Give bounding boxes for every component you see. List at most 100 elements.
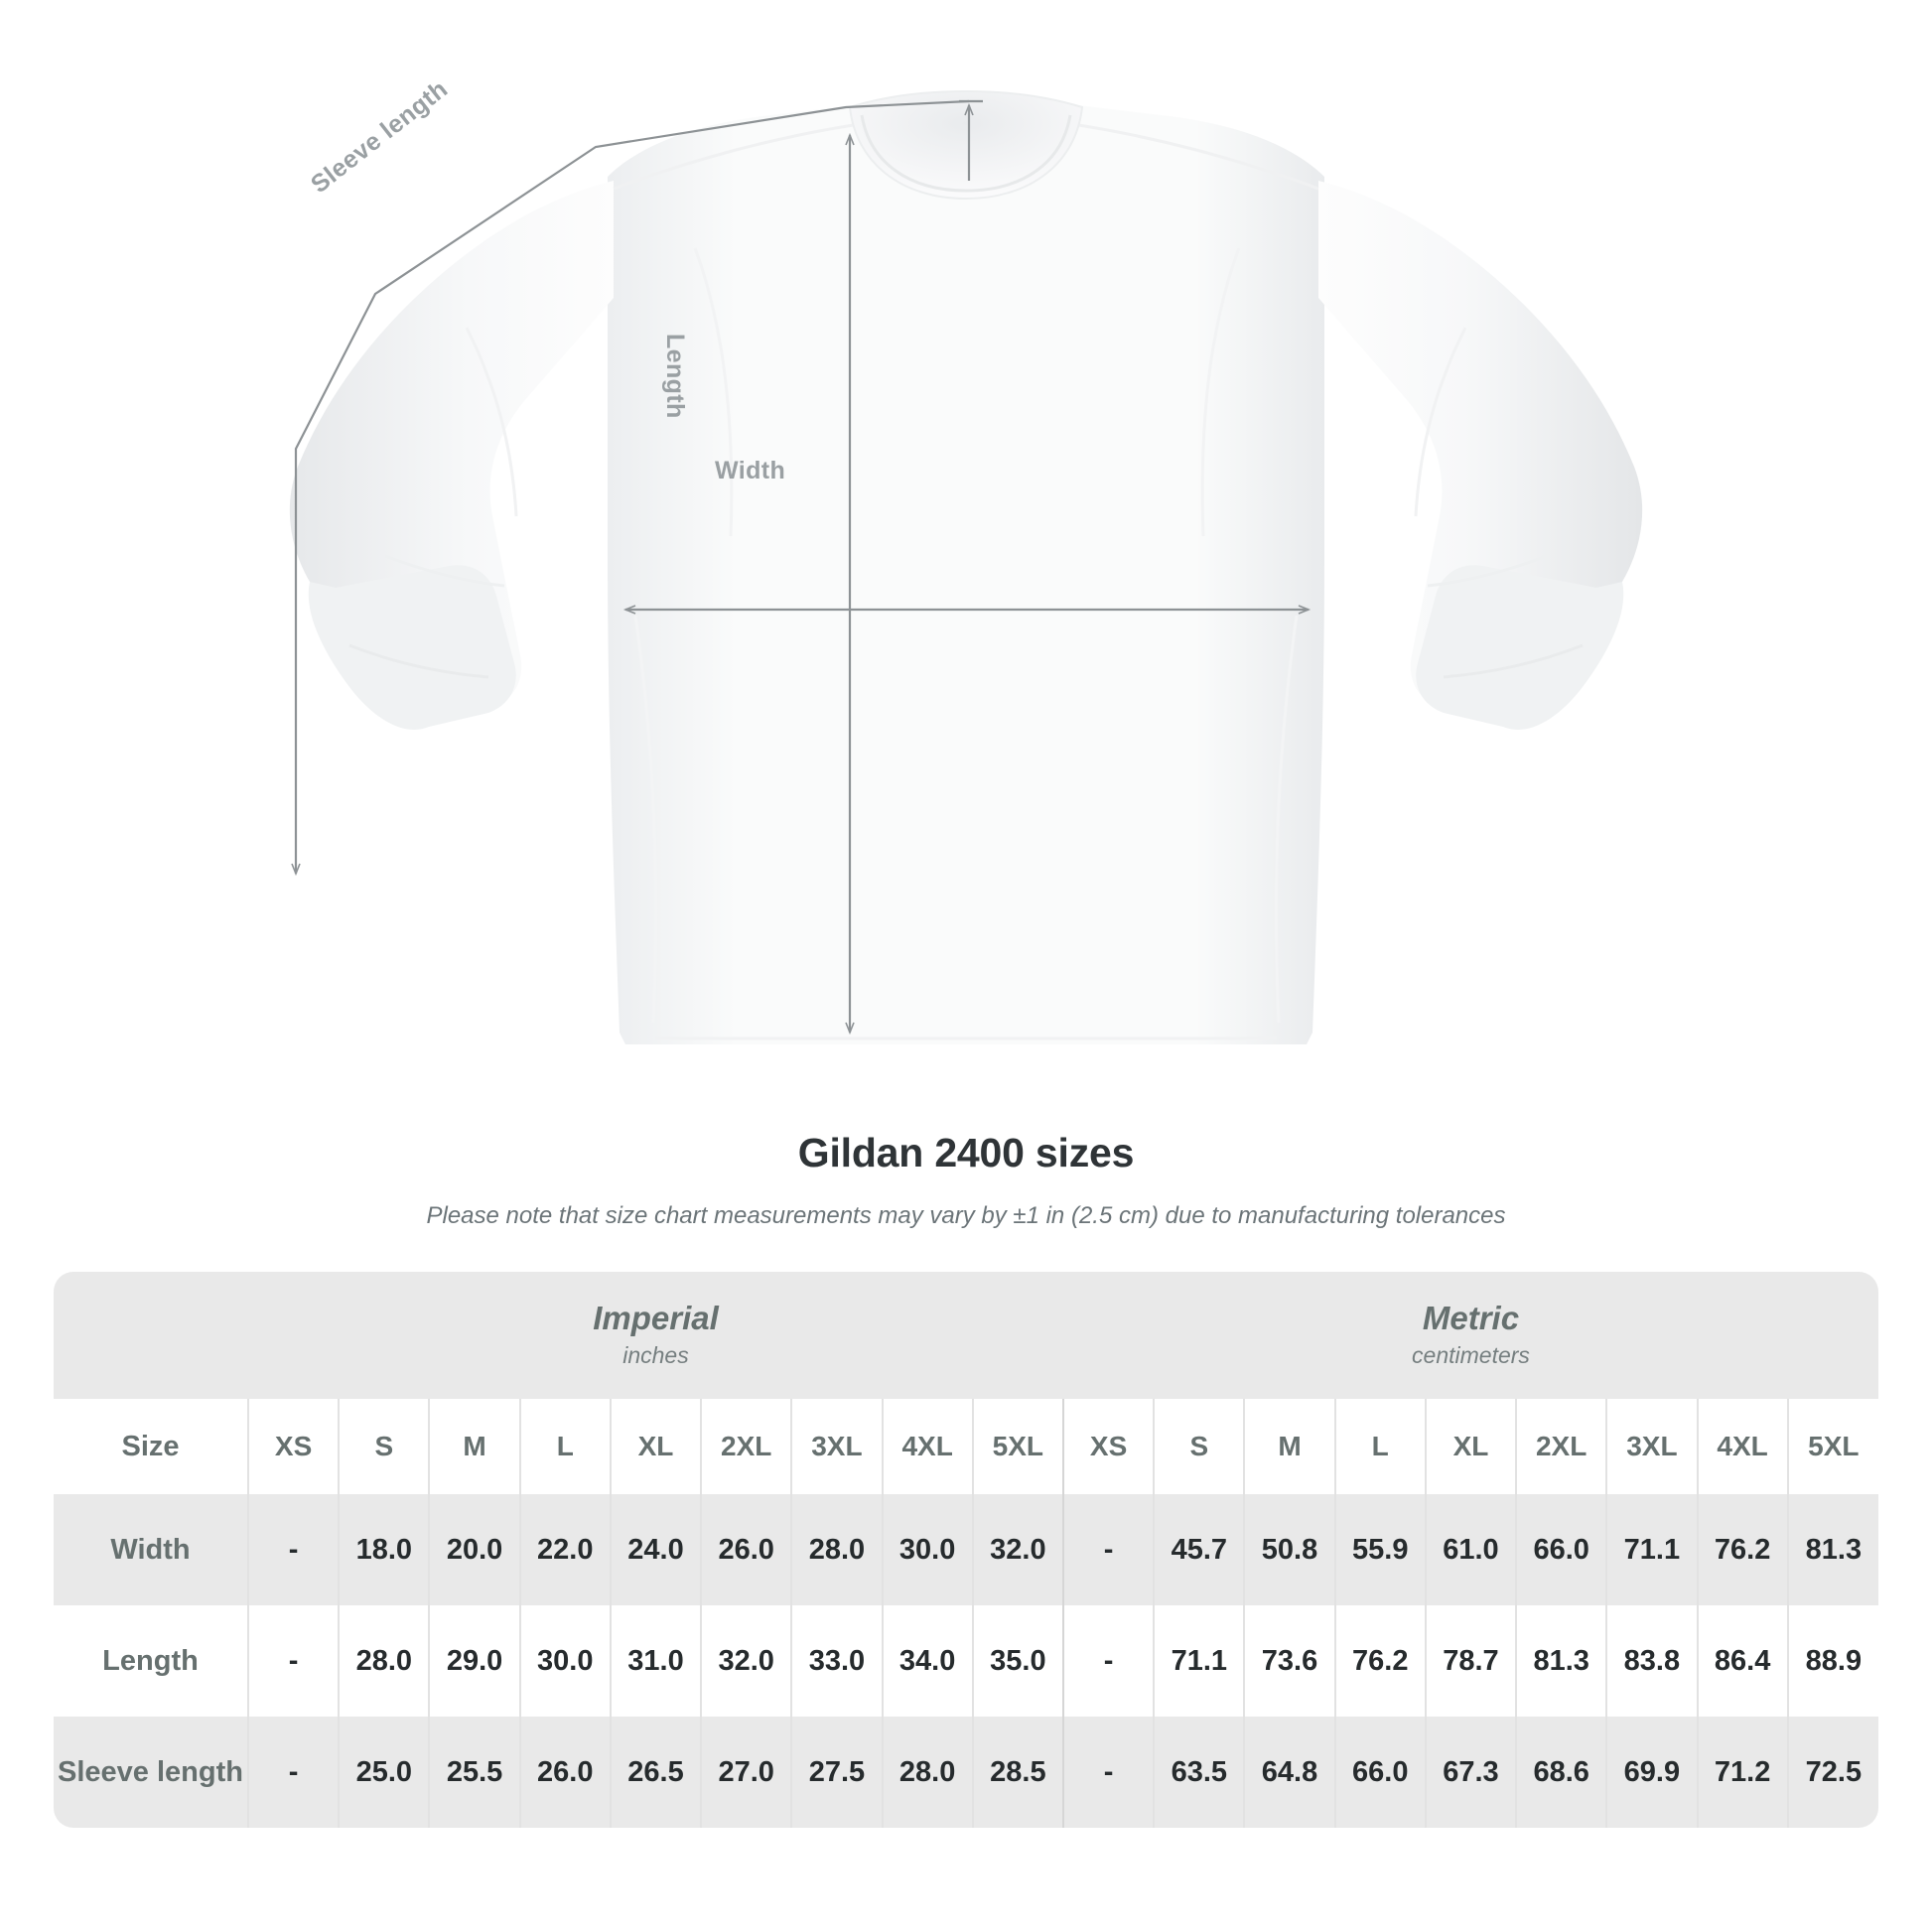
size-header-cell: XS (246, 1399, 340, 1494)
table-cell: 20.0 (428, 1494, 520, 1605)
table-cell: 63.5 (1153, 1717, 1245, 1828)
length-annotation: Length (661, 334, 689, 419)
table-cell: 71.2 (1696, 1717, 1788, 1828)
table-cell: 55.9 (1333, 1494, 1426, 1605)
size-header-cell: S (338, 1399, 430, 1494)
unit-header-spacer (54, 1272, 248, 1399)
size-header-cell: 3XL (1605, 1399, 1698, 1494)
table-cell: 83.8 (1605, 1605, 1698, 1717)
table-cell: 61.0 (1424, 1494, 1517, 1605)
table-row: Sleeve length -25.0 25.5 26.0 26.5 27.0 27.5 2… (54, 1717, 1878, 1828)
table-cell: 76.2 (1333, 1605, 1426, 1717)
row-label: Length (54, 1605, 248, 1717)
table-cell: 26.5 (609, 1717, 702, 1828)
size-header-label: Size (54, 1399, 248, 1494)
table-cell: 66.0 (1515, 1494, 1607, 1605)
page-title: Gildan 2400 sizes (797, 1130, 1135, 1175)
row-label: Width (54, 1494, 248, 1605)
table-row: Length -28.0 29.0 30.0 31.0 32.0 33.0 34.0 35.0… (54, 1605, 1878, 1717)
table-cell: - (246, 1717, 340, 1828)
table-cell: 32.0 (971, 1494, 1063, 1605)
table-cell: 45.7 (1153, 1494, 1245, 1605)
table-cell: - (246, 1494, 340, 1605)
table-cell: 25.5 (428, 1717, 520, 1828)
sleeve-length-line (291, 99, 970, 877)
table-cell: 68.6 (1515, 1717, 1607, 1828)
size-header-cell: 5XL (1786, 1399, 1878, 1494)
table-cell: 73.6 (1243, 1605, 1335, 1717)
size-chart-table: Imperial inches Metric centimeters Size … (54, 1272, 1878, 1828)
table-cell: 28.0 (790, 1494, 883, 1605)
unit-name-imperial: Imperial (593, 1300, 719, 1337)
table-cell: 24.0 (609, 1494, 702, 1605)
chart-header: Gildan 2400 sizes Please note that size … (0, 1122, 1932, 1230)
size-header-cell: 3XL (790, 1399, 883, 1494)
size-header-row: Size XS S M L XL 2XL 3XL 4XL 5XL XS S M L XL 2XL 3XL 4XL… (54, 1399, 1878, 1494)
table-cell: 32.0 (700, 1605, 792, 1717)
table-cell: 67.3 (1424, 1717, 1517, 1828)
table-cell: 28.5 (971, 1717, 1063, 1828)
table-cell: 76.2 (1696, 1494, 1788, 1605)
size-header-cell: M (428, 1399, 520, 1494)
size-header-cell: XL (1424, 1399, 1517, 1494)
table-cell: 88.9 (1786, 1605, 1878, 1717)
unit-name-metric: Metric (1422, 1300, 1520, 1337)
table-cell: 78.7 (1424, 1605, 1517, 1717)
size-header-cell: M (1243, 1399, 1335, 1494)
table-cell: 18.0 (338, 1494, 430, 1605)
table-cell: 34.0 (881, 1605, 973, 1717)
table-cell: 25.0 (338, 1717, 430, 1828)
table-cell: 33.0 (790, 1605, 883, 1717)
table-cell: 28.0 (881, 1717, 973, 1828)
table-cell: 27.5 (790, 1717, 883, 1828)
table-cell: - (1061, 1717, 1155, 1828)
garment-diagram: Sleeve length Length Width (289, 74, 1643, 1044)
table-cell: 81.3 (1515, 1605, 1607, 1717)
size-header-cell: 2XL (1515, 1399, 1607, 1494)
table-cell: 50.8 (1243, 1494, 1335, 1605)
size-header-cell: XL (609, 1399, 702, 1494)
table-cell: 26.0 (518, 1717, 611, 1828)
size-chart-table-wrapper: Imperial inches Metric centimeters Size … (54, 1272, 1878, 1828)
table-cell: 28.0 (338, 1605, 430, 1717)
width-annotation: Width (715, 457, 786, 484)
table-row: Width -18.0 20.0 22.0 24.0 26.0 28.0 30.0 32.0-… (54, 1494, 1878, 1605)
table-cell: 29.0 (428, 1605, 520, 1717)
table-cell: 35.0 (971, 1605, 1063, 1717)
table-cell: 69.9 (1605, 1717, 1698, 1828)
size-header-cell: XS (1061, 1399, 1155, 1494)
table-cell: 66.0 (1333, 1717, 1426, 1828)
size-header-cell: L (1333, 1399, 1426, 1494)
size-header-cell: 5XL (971, 1399, 1063, 1494)
unit-header-metric: Metric centimeters (1062, 1272, 1878, 1399)
size-header-cell: L (518, 1399, 611, 1494)
unit-header-row: Imperial inches Metric centimeters (54, 1272, 1878, 1399)
tolerance-note: Please note that size chart measurements… (426, 1202, 1506, 1229)
unit-sub-imperial: inches (622, 1342, 689, 1369)
size-header-cell: 2XL (700, 1399, 792, 1494)
table-cell: 71.1 (1605, 1494, 1698, 1605)
table-cell: 26.0 (700, 1494, 792, 1605)
table-cell: 64.8 (1243, 1717, 1335, 1828)
size-header-cell: 4XL (1696, 1399, 1788, 1494)
table-cell: 31.0 (609, 1605, 702, 1717)
table-cell: 86.4 (1696, 1605, 1788, 1717)
size-header-cell: S (1153, 1399, 1245, 1494)
unit-header-imperial: Imperial inches (248, 1272, 1063, 1399)
table-cell: - (1061, 1605, 1155, 1717)
garment-illustration (289, 89, 1643, 1044)
garment-shape (289, 89, 1643, 1044)
unit-sub-metric: centimeters (1412, 1342, 1530, 1369)
row-label: Sleeve length (54, 1717, 248, 1828)
table-cell: 30.0 (518, 1605, 611, 1717)
table-cell: 72.5 (1786, 1717, 1878, 1828)
table-cell: 22.0 (518, 1494, 611, 1605)
table-cell: 27.0 (700, 1717, 792, 1828)
table-cell: - (246, 1605, 340, 1717)
table-cell: 81.3 (1786, 1494, 1878, 1605)
table-cell: 71.1 (1153, 1605, 1245, 1717)
table-cell: 30.0 (881, 1494, 973, 1605)
measurement-lines (291, 99, 1311, 1035)
size-header-cell: 4XL (881, 1399, 973, 1494)
table-cell: - (1061, 1494, 1155, 1605)
